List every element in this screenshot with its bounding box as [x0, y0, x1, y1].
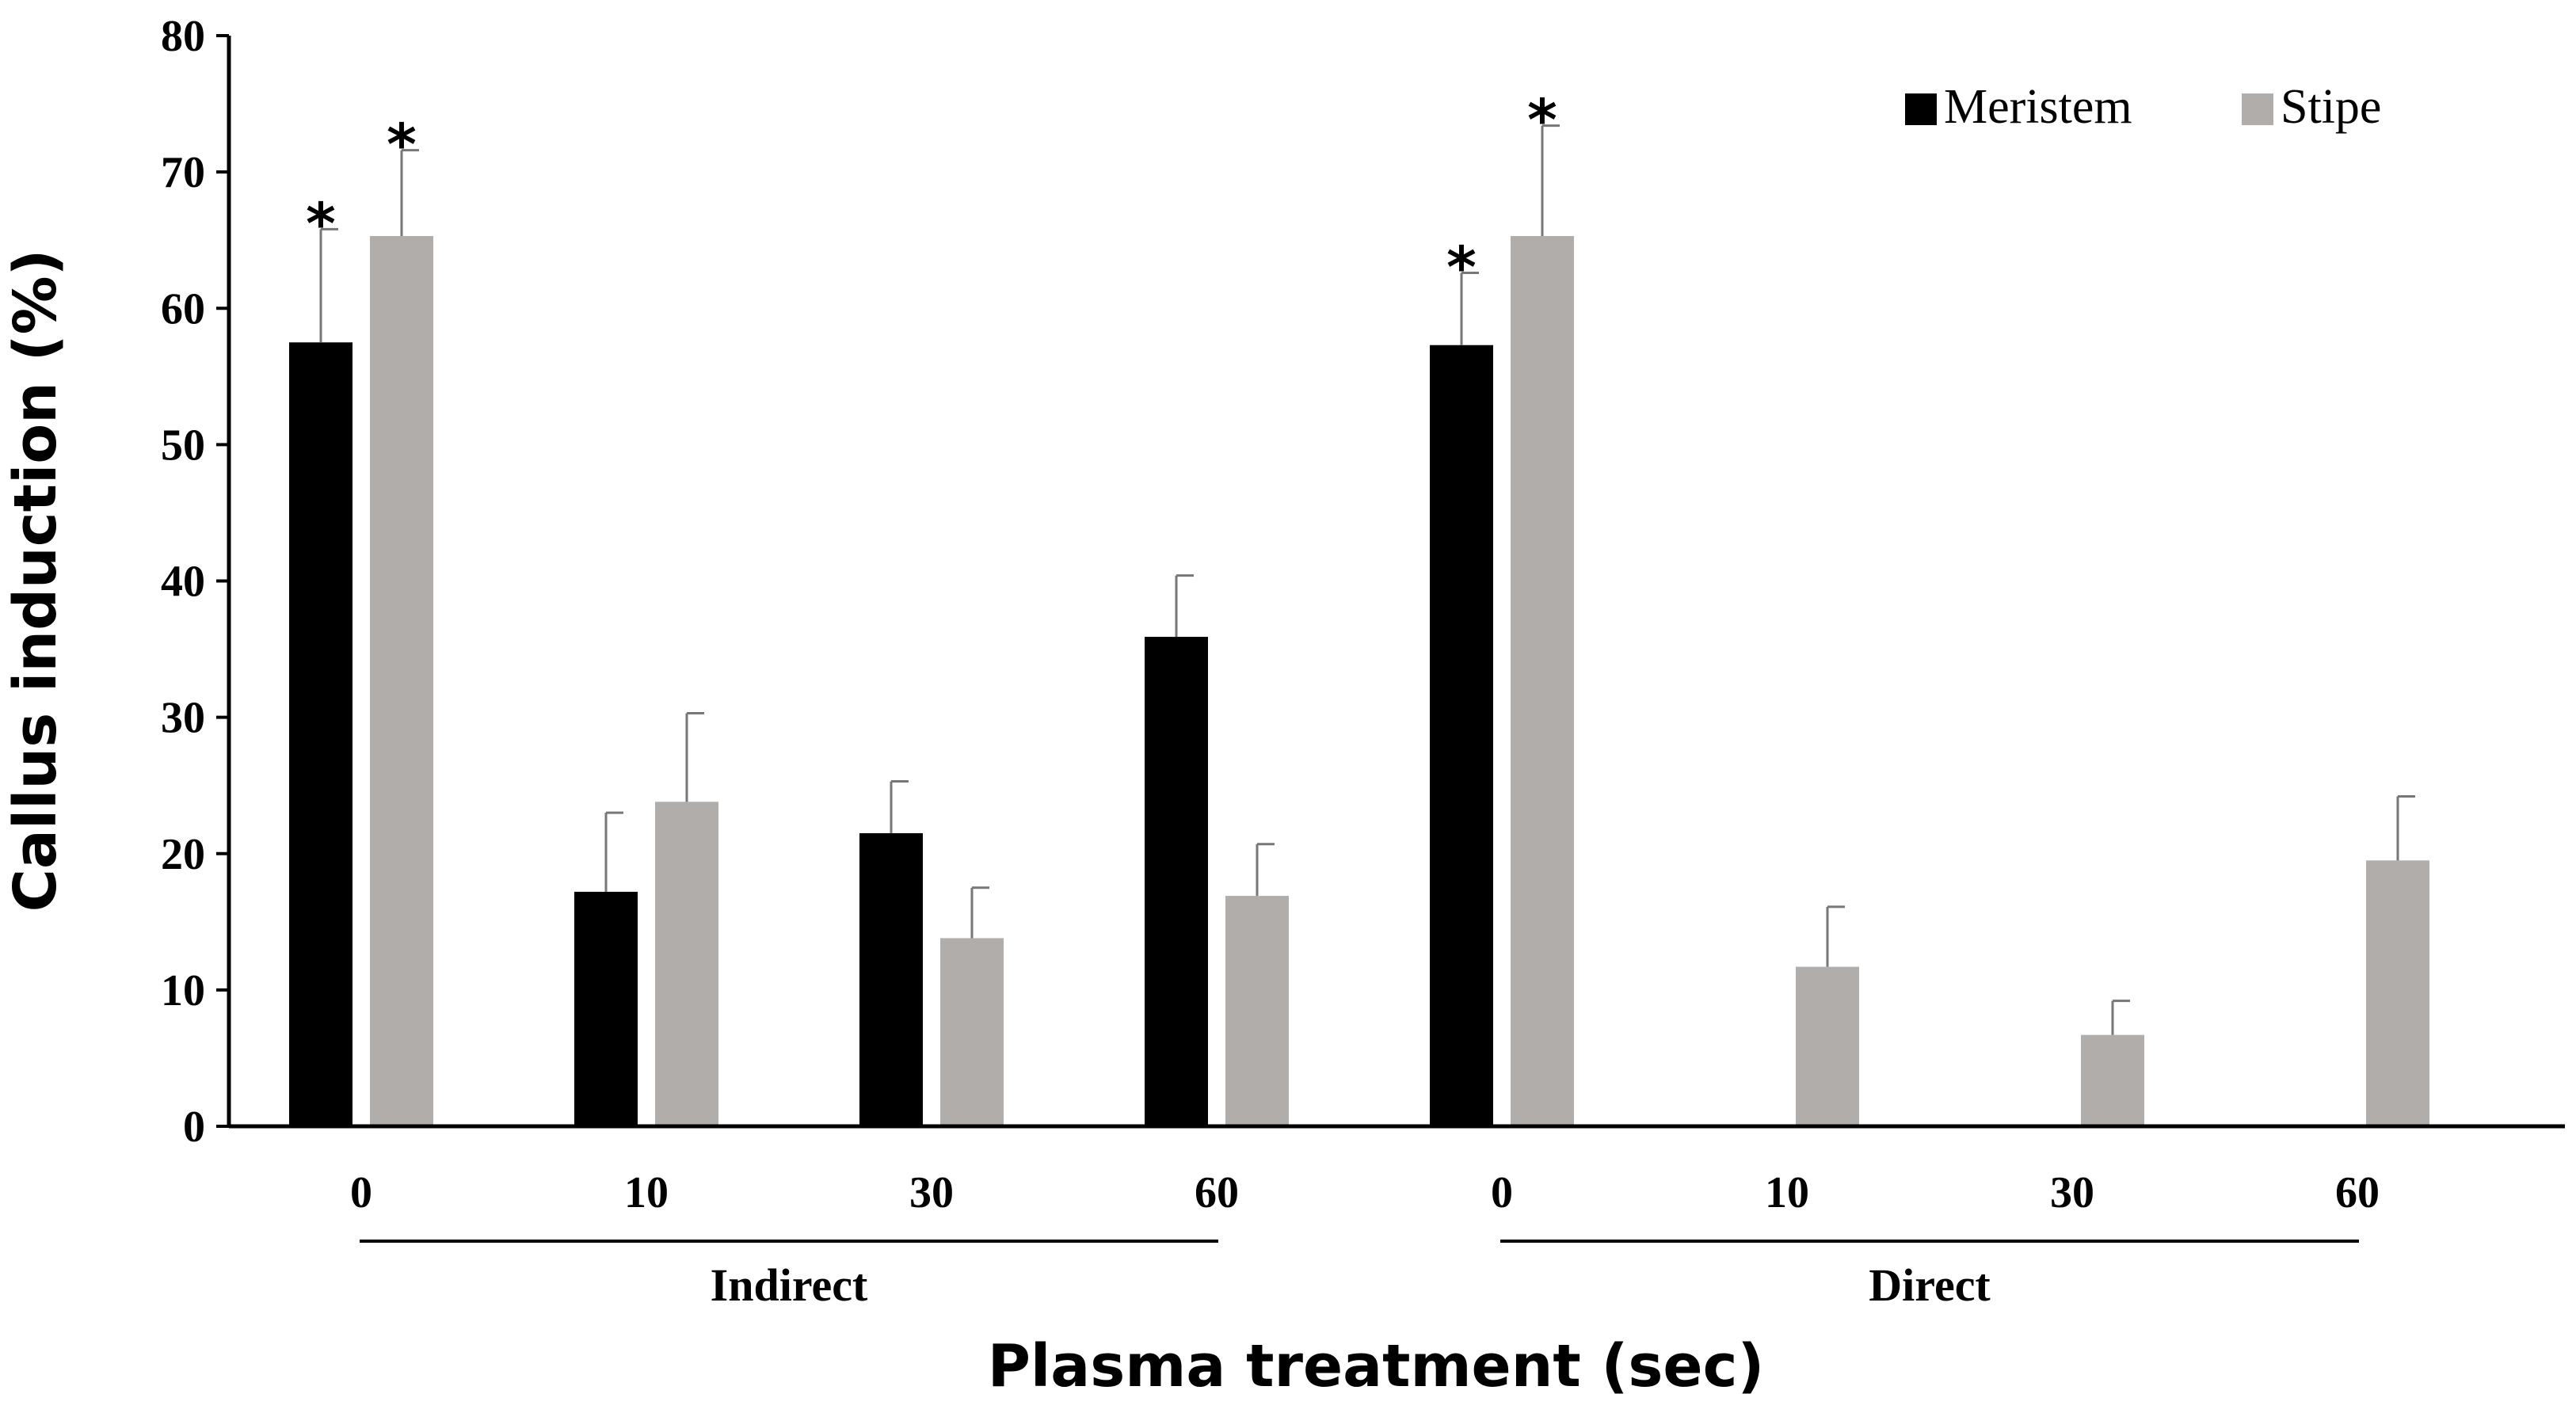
legend-swatch-meristem [1905, 93, 1937, 125]
bar-meristem [1145, 637, 1208, 1126]
x-tick-label: 10 [624, 1168, 669, 1217]
legend-swatch-stipe [2242, 93, 2273, 125]
significance-star: * [1446, 234, 1477, 300]
y-tick-label: 0 [183, 1103, 205, 1152]
group-brackets: Indirect Direct [360, 1240, 2359, 1311]
x-tick-label: 0 [350, 1168, 372, 1217]
x-tick-label: 30 [909, 1168, 954, 1217]
x-axis-title: Plasma treatment (sec) [988, 1332, 1765, 1400]
bar-stipe [2081, 1034, 2144, 1126]
y-axis-title: Callus induction (%) [2, 249, 70, 912]
significance-star: * [1527, 87, 1557, 154]
y-tick-label: 30 [161, 694, 205, 743]
y-tick-label: 40 [161, 558, 205, 607]
bar-meristem [289, 342, 352, 1126]
bar-stipe [1796, 966, 1859, 1126]
bar-stipe [1511, 236, 1574, 1127]
significance-markers: * * * * [306, 87, 1557, 301]
bar-stipe [370, 236, 433, 1127]
x-tick-label: 30 [2050, 1168, 2094, 1217]
bars [289, 236, 2429, 1127]
legend-label-stipe: Stipe [2281, 80, 2381, 134]
bar-meristem [859, 832, 923, 1126]
x-tick-label: 10 [1765, 1168, 1809, 1217]
y-tick-label: 50 [161, 421, 205, 470]
bar-stipe [2366, 860, 2429, 1126]
significance-star: * [306, 190, 336, 257]
significance-star: * [387, 112, 417, 178]
bar-meristem [574, 891, 638, 1126]
y-tick-label: 60 [161, 284, 205, 333]
y-tick-label: 70 [161, 148, 205, 197]
bar-stipe [655, 802, 718, 1126]
group-label: Indirect [711, 1259, 868, 1311]
x-tick-labels: 0 10 30 60 0 10 30 60 [350, 1168, 2380, 1217]
bar-stipe [940, 938, 1004, 1126]
group-label: Direct [1869, 1259, 1991, 1311]
x-tick-label: 60 [1195, 1168, 1239, 1217]
y-tick-label: 10 [161, 966, 205, 1015]
bar-meristem [1430, 345, 1493, 1126]
legend: Meristem Stipe [1905, 80, 2381, 134]
x-tick-label: 0 [1491, 1168, 1513, 1217]
y-tick-label: 80 [161, 12, 205, 61]
bar-stipe [1225, 896, 1289, 1126]
legend-label-meristem: Meristem [1944, 80, 2132, 134]
y-axis-ticks: 0 10 20 30 40 50 60 70 80 [161, 12, 229, 1152]
y-tick-label: 20 [161, 830, 205, 879]
x-tick-label: 60 [2335, 1168, 2380, 1217]
error-bars [319, 124, 2415, 1035]
